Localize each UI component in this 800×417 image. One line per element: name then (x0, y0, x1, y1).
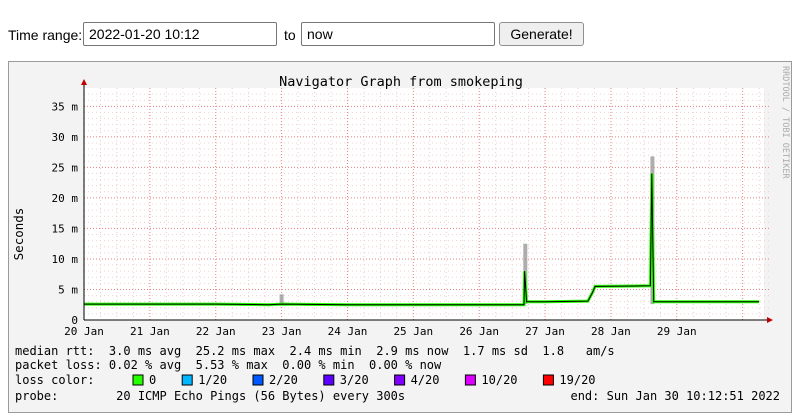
loss-color-label: 3/20 (340, 373, 369, 387)
y-axis-label: Seconds (11, 208, 26, 261)
loss-color-label: 4/20 (411, 373, 440, 387)
y-tick-label: 15 m (52, 222, 79, 235)
probe-info: probe: 20 ICMP Echo Pings (56 Bytes) eve… (15, 389, 405, 403)
loss-color-label: 1/20 (198, 373, 227, 387)
x-tick-label: 28 Jan (591, 325, 631, 338)
y-tick-label: 35 m (52, 100, 79, 113)
loss-color-label: 0 (149, 373, 156, 387)
y-tick-label: 10 m (52, 253, 79, 266)
rrdtool-watermark: RRDTOOL / TOBI OETIKER (780, 66, 790, 179)
x-tick-label: 25 Jan (393, 325, 433, 338)
y-tick-label: 5 m (58, 283, 78, 296)
smokeping-graph: 0 5 m 10 m 15 m 20 m 25 m 30 m 35 m 20 Jan 21 Ja… (8, 61, 792, 413)
rtt-chart: 0 5 m 10 m 15 m 20 m 25 m 30 m 35 m 20 Jan 21 Ja… (11, 66, 790, 403)
x-tick-labels: 20 Jan 21 Jan 22 Jan 23 Jan 24 Jan 25 Jan 26 J… (64, 325, 697, 338)
end-time: end: Sun Jan 30 10:12:51 2022 (570, 389, 780, 403)
loss-color-swatch (464, 374, 476, 386)
time-range-label: Time range: (8, 27, 83, 43)
loss-color-label: 2/20 (269, 373, 298, 387)
x-tick-label: 22 Jan (196, 325, 236, 338)
y-tick-label: 0 (71, 314, 78, 327)
generate-button[interactable]: Generate! (499, 22, 584, 46)
y-tick-label: 30 m (52, 131, 79, 144)
x-axis-arrow (767, 317, 773, 323)
x-tick-label: 24 Jan (328, 325, 368, 338)
end-time-input[interactable] (301, 22, 495, 46)
x-tick-label: 20 Jan (64, 325, 104, 338)
median-rtt-stats: median rtt: 3.0 ms avg 25.2 ms max 2.4 m… (15, 344, 615, 358)
loss-color-label: 10/20 (481, 373, 517, 387)
x-tick-label: 26 Jan (459, 325, 499, 338)
x-tick-label: 21 Jan (130, 325, 170, 338)
y-tick-labels: 0 5 m 10 m 15 m 20 m 25 m 30 m 35 m (52, 100, 79, 327)
loss-color-label: loss color: (15, 373, 94, 387)
packet-loss-stats: packet loss: 0.02 % avg 5.53 % max 0.00 … (15, 358, 442, 372)
to-label: to (284, 27, 296, 43)
controls-bar: Time range: to Generate! (0, 0, 800, 56)
y-tick-label: 25 m (52, 161, 79, 174)
start-time-input[interactable] (83, 22, 277, 46)
loss-color-label: 19/20 (559, 373, 595, 387)
loss-color-swatch (323, 374, 335, 386)
y-axis-arrow (81, 79, 87, 85)
loss-color-swatch (252, 374, 264, 386)
loss-color-swatch (181, 374, 193, 386)
loss-color-swatch (394, 374, 406, 386)
x-tick-label: 27 Jan (525, 325, 565, 338)
smoke-spike (279, 294, 284, 305)
chart-title: Navigator Graph from smokeping (279, 74, 523, 90)
median-rtt-line (84, 173, 760, 306)
grid-lines (83, 88, 769, 320)
x-tick-label: 29 Jan (657, 325, 697, 338)
y-tick-label: 20 m (52, 192, 79, 205)
loss-color-swatch (132, 374, 144, 386)
x-tick-label: 23 Jan (262, 325, 302, 338)
loss-color-swatch (542, 374, 554, 386)
loss-color-legend: 0 1/20 2/20 3/20 4/20 10/20 19/20 (132, 373, 596, 387)
